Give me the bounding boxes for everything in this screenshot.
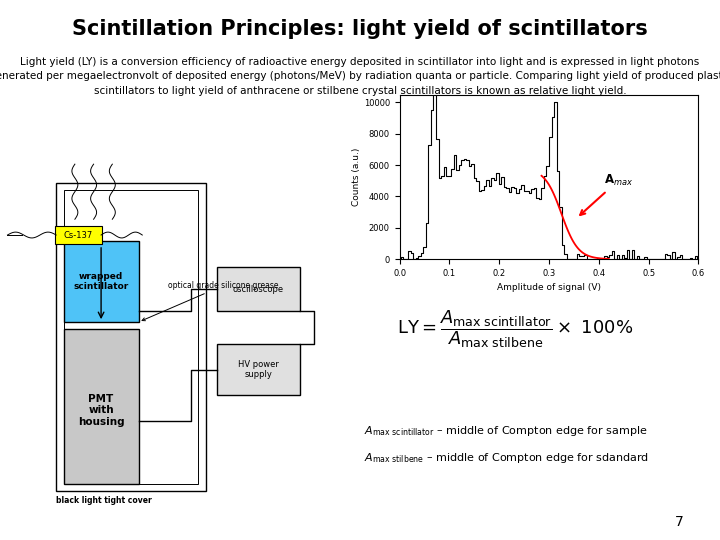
FancyBboxPatch shape [55, 226, 102, 244]
Bar [63, 241, 138, 322]
Text: $A_{\mathrm{max\ scintillator}}$ – middle of Compton edge for sample: $A_{\mathrm{max\ scintillator}}$ – middl… [364, 424, 647, 438]
Text: Scintillation Principles: light yield of scintillators: Scintillation Principles: light yield of… [72, 19, 648, 39]
Bar [217, 344, 300, 395]
Text: optical grade silicone grease: optical grade silicone grease [142, 281, 279, 321]
Text: oscilloscope: oscilloscope [233, 285, 284, 294]
Text: HV power
supply: HV power supply [238, 360, 279, 380]
Text: $A_{\mathrm{max\ stilbene}}$ – middle of Compton edge for sdandard: $A_{\mathrm{max\ stilbene}}$ – middle of… [364, 451, 649, 465]
Bar [63, 190, 199, 484]
Text: generated per megaelectronvolt of deposited energy (photons/MeV) by radiation qu: generated per megaelectronvolt of deposi… [0, 71, 720, 82]
Text: Light yield (LY) is a conversion efficiency of radioactive energy deposited in s: Light yield (LY) is a conversion efficie… [20, 57, 700, 67]
Text: wrapped
scintillator: wrapped scintillator [73, 272, 129, 292]
Text: PMT
with
housing: PMT with housing [78, 394, 125, 427]
X-axis label: Amplitude of signal (V): Amplitude of signal (V) [497, 284, 601, 293]
Bar [56, 183, 206, 491]
Bar [63, 329, 138, 484]
Text: $\mathbf{A}_{max}$: $\mathbf{A}_{max}$ [580, 173, 633, 215]
Y-axis label: Counts (a.u.): Counts (a.u.) [352, 147, 361, 206]
Text: scintillators to light yield of anthracene or stilbene crystal scintillators is : scintillators to light yield of anthrace… [94, 86, 626, 96]
Text: 7: 7 [675, 515, 684, 529]
Text: Cs-137: Cs-137 [64, 231, 94, 240]
Text: $\mathrm{LY} = \dfrac{A_{\mathrm{max\ scintillator}}}{A_{\mathrm{max\ stilbene}}: $\mathrm{LY} = \dfrac{A_{\mathrm{max\ sc… [397, 308, 634, 350]
Bar [217, 267, 300, 311]
Text: black light tight cover: black light tight cover [56, 496, 152, 505]
